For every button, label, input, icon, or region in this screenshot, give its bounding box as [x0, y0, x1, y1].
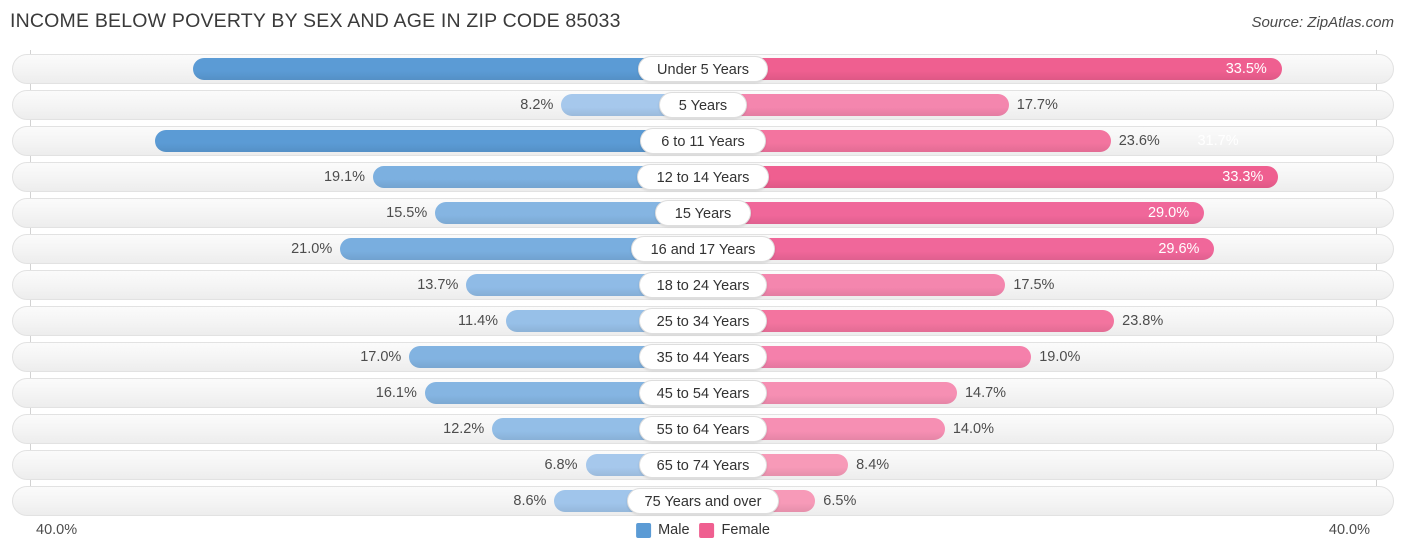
legend-item[interactable]: Female [699, 522, 770, 538]
chart-plot-area: 29.5%33.5%Under 5 Years 8.2% 17.7% 5 Years 3… [0, 50, 1406, 516]
legend-item[interactable]: Male [636, 522, 690, 538]
female-swatch [699, 522, 715, 538]
bar-female[interactable] [703, 202, 1204, 224]
bar-female[interactable] [703, 274, 1006, 296]
bar-value-female: 19.0% [1039, 349, 1081, 365]
chart-row: 15.5% 29.0% 15 Years [12, 198, 1394, 228]
bar-value-female: 29.6% [1158, 241, 1200, 257]
bar-male[interactable] [409, 346, 703, 368]
row-bars: 19.1% 33.3% [12, 162, 1394, 192]
row-category-label: 18 to 24 Years [639, 272, 767, 298]
source-attribution: Source: ZipAtlas.com [1251, 14, 1394, 31]
legend-label: Female [721, 522, 770, 538]
row-bars: 15.5% 29.0% [12, 198, 1394, 228]
bar-male[interactable] [435, 202, 703, 224]
row-bars: 31.7% 23.6% [12, 126, 1394, 156]
chart-row: 8.2% 17.7% 5 Years [12, 90, 1394, 120]
bar-value-male: 17.0% [360, 349, 402, 365]
bar-value-male: 21.0% [291, 241, 333, 257]
row-category-label: 35 to 44 Years [639, 344, 767, 370]
row-category-label: 45 to 54 Years [639, 380, 767, 406]
chart-row: 19.1% 33.3% 12 to 14 Years [12, 162, 1394, 192]
bar-value-female: 33.5% [1225, 61, 1267, 77]
male-swatch [636, 522, 652, 538]
bar-value-male: 6.8% [544, 457, 578, 473]
bar-value-male: 13.7% [417, 277, 459, 293]
chart-row: 11.4% 23.8% 25 to 34 Years [12, 306, 1394, 336]
row-category-label: 12 to 14 Years [637, 164, 769, 190]
bar-value-male: 16.1% [375, 385, 417, 401]
bar-female[interactable] [703, 166, 1279, 188]
row-category-label: 55 to 64 Years [639, 416, 767, 442]
bar-value-male: 31.7% [1197, 133, 1239, 149]
row-bars: 16.1% 14.7% [12, 378, 1394, 408]
bar-female[interactable] [703, 58, 1282, 80]
bar-value-female: 17.5% [1013, 277, 1055, 293]
row-category-label: Under 5 Years [638, 56, 768, 82]
bar-female[interactable] [703, 130, 1111, 152]
row-bars: 29.5%33.5% [12, 54, 1394, 84]
bar-value-female: 14.7% [964, 385, 1007, 401]
bar-male[interactable] [424, 382, 703, 404]
bar-value-male: 8.6% [513, 493, 547, 509]
bar-value-female: 6.5% [823, 493, 857, 509]
row-category-label: 25 to 34 Years [639, 308, 767, 334]
bar-female[interactable] [703, 346, 1032, 368]
bar-value-male: 19.1% [323, 169, 366, 185]
bar-female[interactable] [703, 310, 1115, 332]
bar-value-female: 33.3% [1222, 169, 1264, 185]
bar-value-female: 8.4% [856, 457, 890, 473]
bar-female[interactable] [703, 238, 1215, 260]
bar-female[interactable] [703, 94, 1009, 116]
chart-footer: 40.0% 40.0% Male Female [0, 516, 1406, 559]
bar-male[interactable] [373, 166, 703, 188]
bar-value-female: 14.0% [952, 421, 994, 437]
bar-value-female: 23.6% [1118, 133, 1160, 149]
bar-value-male: 8.2% [520, 97, 554, 113]
row-category-label: 15 Years [655, 200, 751, 226]
chart-row: 31.7% 23.6% 6 to 11 Years [12, 126, 1394, 156]
bar-male[interactable] [155, 130, 703, 152]
row-bars: 17.0% 19.0% [12, 342, 1394, 372]
chart-row: 13.7% 17.5% 18 to 24 Years [12, 270, 1394, 300]
chart-row: 29.5%33.5%Under 5 Years [12, 54, 1394, 84]
bar-male[interactable] [340, 238, 703, 260]
bar-value-male: 12.2% [443, 421, 485, 437]
chart-legend: Male Female [636, 522, 770, 538]
bar-value-female: 17.7% [1016, 97, 1058, 113]
axis-max-right: 40.0% [1328, 522, 1370, 538]
page-title: INCOME BELOW POVERTY BY SEX AND AGE IN Z… [10, 10, 621, 32]
row-category-label: 6 to 11 Years [640, 128, 766, 154]
bar-value-male: 15.5% [386, 205, 428, 221]
row-category-label: 5 Years [659, 92, 747, 118]
row-category-label: 65 to 74 Years [639, 452, 767, 478]
chart-row: 6.8% 8.4% 65 to 74 Years [12, 450, 1394, 480]
chart-row: 8.6% 6.5% 75 Years and over [12, 486, 1394, 516]
chart-row: 12.2% 14.0% 55 to 64 Years [12, 414, 1394, 444]
chart-row: 16.1% 14.7% 45 to 54 Years [12, 378, 1394, 408]
row-category-label: 75 Years and over [627, 488, 779, 514]
bar-female[interactable] [703, 382, 957, 404]
axis-max-left: 40.0% [36, 522, 78, 538]
chart-row: 21.0% 29.6% 16 and 17 Years [12, 234, 1394, 264]
bar-value-male: 11.4% [458, 313, 499, 329]
row-bars: 11.4% 23.8% [12, 306, 1394, 336]
row-category-label: 16 and 17 Years [631, 236, 775, 262]
legend-label: Male [658, 522, 690, 538]
bar-value-female: 23.8% [1122, 313, 1164, 329]
row-bars: 21.0% 29.6% [12, 234, 1394, 264]
chart-row: 17.0% 19.0% 35 to 44 Years [12, 342, 1394, 372]
bar-value-female: 29.0% [1147, 205, 1190, 221]
bar-male[interactable] [193, 58, 703, 80]
